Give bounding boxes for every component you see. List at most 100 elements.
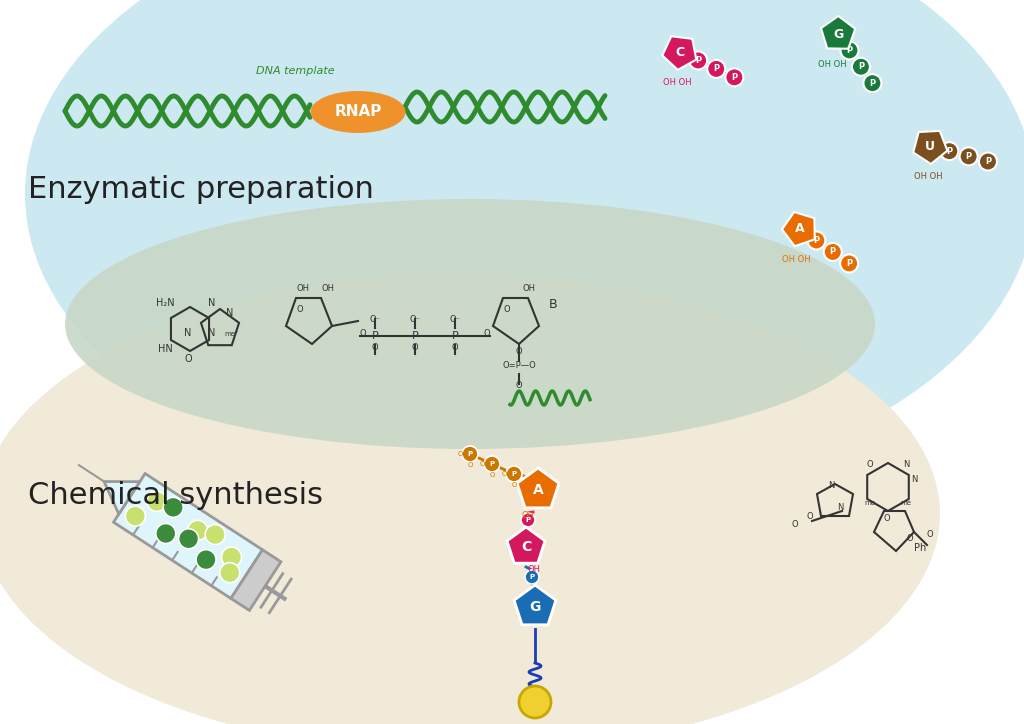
Circle shape (146, 492, 167, 511)
Text: N: N (910, 475, 918, 484)
Text: P: P (489, 461, 495, 467)
Circle shape (807, 232, 825, 250)
Text: O: O (452, 343, 459, 352)
Ellipse shape (0, 274, 940, 724)
Text: C: C (676, 46, 685, 59)
Text: P: P (713, 64, 719, 73)
Text: C: C (521, 540, 531, 554)
Text: P: P (412, 331, 419, 341)
Text: O: O (516, 381, 522, 390)
Text: P: P (731, 73, 737, 82)
Polygon shape (114, 473, 262, 599)
Text: N: N (184, 328, 191, 338)
Text: O: O (467, 462, 473, 468)
Circle shape (221, 547, 242, 567)
Text: O: O (807, 512, 813, 521)
Circle shape (521, 513, 535, 527)
Circle shape (178, 529, 199, 549)
Text: P: P (529, 574, 535, 580)
Text: Enzymatic preparation: Enzymatic preparation (28, 174, 374, 203)
Text: P: P (525, 517, 530, 523)
Polygon shape (104, 481, 140, 514)
Text: O: O (502, 471, 507, 477)
Text: G: G (529, 600, 541, 614)
Text: O: O (483, 329, 490, 338)
Text: O: O (511, 482, 517, 488)
Ellipse shape (310, 91, 406, 133)
Circle shape (484, 456, 500, 472)
Text: HN: HN (158, 344, 172, 354)
Text: P: P (467, 451, 472, 457)
Text: P: P (966, 152, 972, 161)
Text: A: A (532, 483, 544, 497)
Text: OH: OH (527, 565, 541, 574)
Text: me: me (864, 500, 876, 506)
Text: OH: OH (521, 511, 535, 520)
Circle shape (840, 254, 858, 272)
Text: O⁻: O⁻ (450, 315, 461, 324)
Text: OH: OH (322, 284, 335, 293)
Circle shape (689, 51, 708, 70)
Text: O: O (372, 343, 378, 352)
Text: P: P (511, 471, 516, 477)
Text: P: P (372, 331, 379, 341)
Circle shape (959, 148, 978, 165)
Text: O: O (906, 534, 913, 543)
Text: Ph: Ph (913, 543, 926, 553)
Ellipse shape (25, 0, 1024, 499)
Text: O: O (458, 451, 463, 457)
Text: O: O (504, 305, 510, 314)
Text: OH OH: OH OH (782, 255, 811, 264)
Circle shape (125, 506, 145, 526)
Text: Chemical synthesis: Chemical synthesis (28, 481, 323, 510)
Text: O: O (297, 305, 303, 314)
Circle shape (823, 243, 842, 261)
Ellipse shape (65, 199, 874, 449)
Text: O: O (884, 514, 890, 523)
Circle shape (852, 58, 870, 76)
Text: O: O (866, 460, 873, 469)
Text: DNA template: DNA template (256, 66, 334, 76)
Text: P: P (829, 248, 836, 256)
Circle shape (863, 74, 882, 92)
Circle shape (156, 523, 176, 544)
Text: P: P (985, 157, 991, 166)
Circle shape (708, 60, 725, 78)
Text: P: P (858, 62, 864, 71)
Text: me: me (900, 500, 911, 506)
Text: P: P (869, 79, 876, 88)
Text: H₂N: H₂N (156, 298, 174, 308)
Text: O: O (792, 520, 799, 529)
Text: B: B (549, 298, 557, 311)
Circle shape (519, 686, 551, 718)
Circle shape (506, 466, 522, 482)
Text: O: O (489, 472, 495, 478)
Circle shape (725, 68, 743, 86)
Circle shape (220, 563, 240, 583)
Text: N: N (208, 328, 216, 338)
Circle shape (979, 153, 997, 171)
Text: P: P (813, 236, 819, 245)
Text: me⁺: me⁺ (224, 331, 240, 337)
Circle shape (462, 446, 478, 462)
Text: N: N (837, 503, 843, 512)
Text: N: N (226, 308, 233, 318)
Text: OH OH: OH OH (818, 60, 847, 69)
Text: OH OH: OH OH (663, 78, 691, 87)
Circle shape (205, 525, 225, 544)
Text: P: P (695, 56, 701, 65)
Text: O=P—O: O=P—O (502, 361, 536, 370)
Text: P: P (846, 259, 852, 268)
Text: G: G (833, 28, 843, 41)
Text: U: U (925, 140, 935, 153)
Text: P: P (452, 331, 459, 341)
Text: A: A (796, 222, 805, 235)
Text: O: O (412, 343, 419, 352)
Polygon shape (231, 550, 281, 610)
Text: O: O (516, 347, 522, 356)
Text: O: O (479, 461, 484, 467)
Text: N: N (827, 481, 835, 490)
Text: OH OH: OH OH (914, 172, 943, 181)
Text: N: N (208, 298, 216, 308)
Text: N: N (903, 460, 909, 469)
